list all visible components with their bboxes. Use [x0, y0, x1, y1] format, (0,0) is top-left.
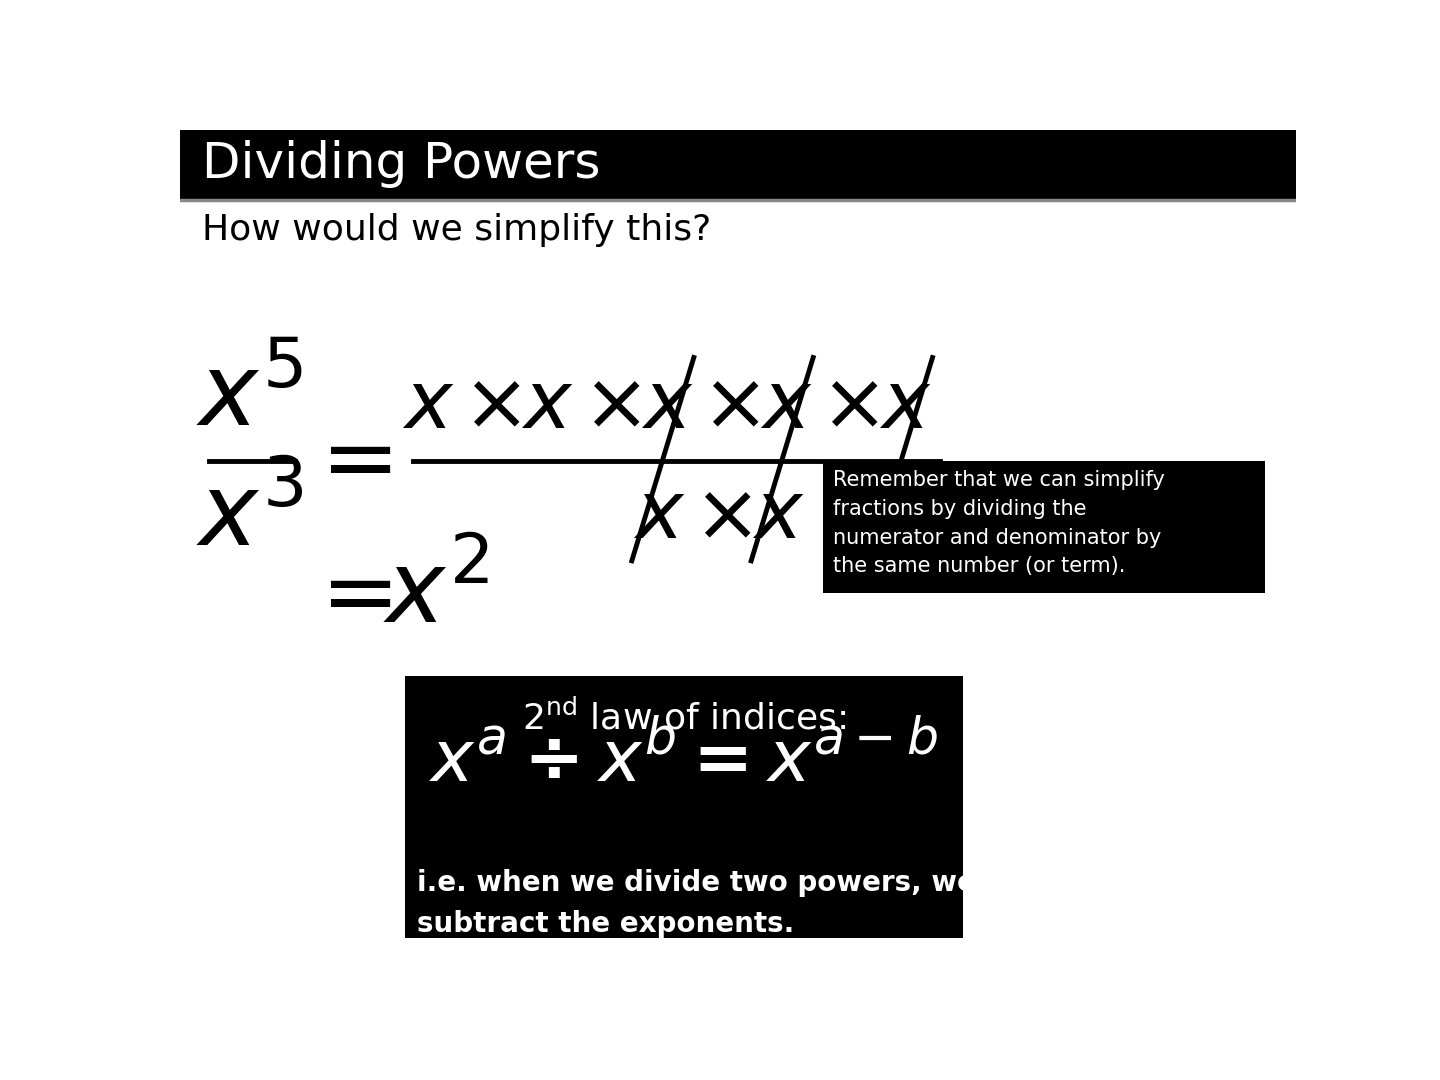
Text: $\times$: $\times$	[701, 366, 759, 444]
Text: $\times$: $\times$	[462, 366, 521, 444]
Text: $x$: $x$	[880, 366, 932, 444]
Text: $\boldsymbol{x^{a} \div x^{b} = x^{a-b}}$: $\boldsymbol{x^{a} \div x^{b} = x^{a-b}}…	[429, 726, 937, 797]
Text: $\times$: $\times$	[693, 477, 752, 555]
Text: $x^3$: $x^3$	[196, 471, 304, 566]
Text: 2$^{\mathregular{nd}}$ law of indices:: 2$^{\mathregular{nd}}$ law of indices:	[521, 700, 845, 737]
Text: $x$: $x$	[641, 366, 693, 444]
FancyBboxPatch shape	[405, 676, 963, 939]
FancyBboxPatch shape	[824, 461, 1264, 593]
Text: $x$: $x$	[402, 366, 454, 444]
Text: $=$: $=$	[302, 416, 392, 505]
Text: $\times$: $\times$	[821, 366, 878, 444]
Text: $x$: $x$	[871, 477, 924, 555]
Text: i.e. when we divide two powers, we
subtract the exponents.: i.e. when we divide two powers, we subtr…	[418, 868, 976, 939]
Text: $x$: $x$	[752, 477, 805, 555]
Text: Remember that we can simplify
fractions by dividing the
numerator and denominato: Remember that we can simplify fractions …	[832, 470, 1165, 577]
Text: $x$: $x$	[521, 366, 573, 444]
Text: $x$: $x$	[760, 366, 812, 444]
Text: $\times$: $\times$	[582, 366, 641, 444]
Text: $x$: $x$	[632, 477, 685, 555]
Text: Dividing Powers: Dividing Powers	[202, 140, 600, 188]
Text: $=$: $=$	[302, 551, 392, 640]
FancyBboxPatch shape	[180, 130, 1296, 199]
Text: $x^5$: $x^5$	[196, 351, 302, 447]
Text: How would we simplify this?: How would we simplify this?	[202, 213, 711, 246]
Text: $x^2$: $x^2$	[383, 548, 488, 643]
Text: $\times$: $\times$	[812, 477, 871, 555]
